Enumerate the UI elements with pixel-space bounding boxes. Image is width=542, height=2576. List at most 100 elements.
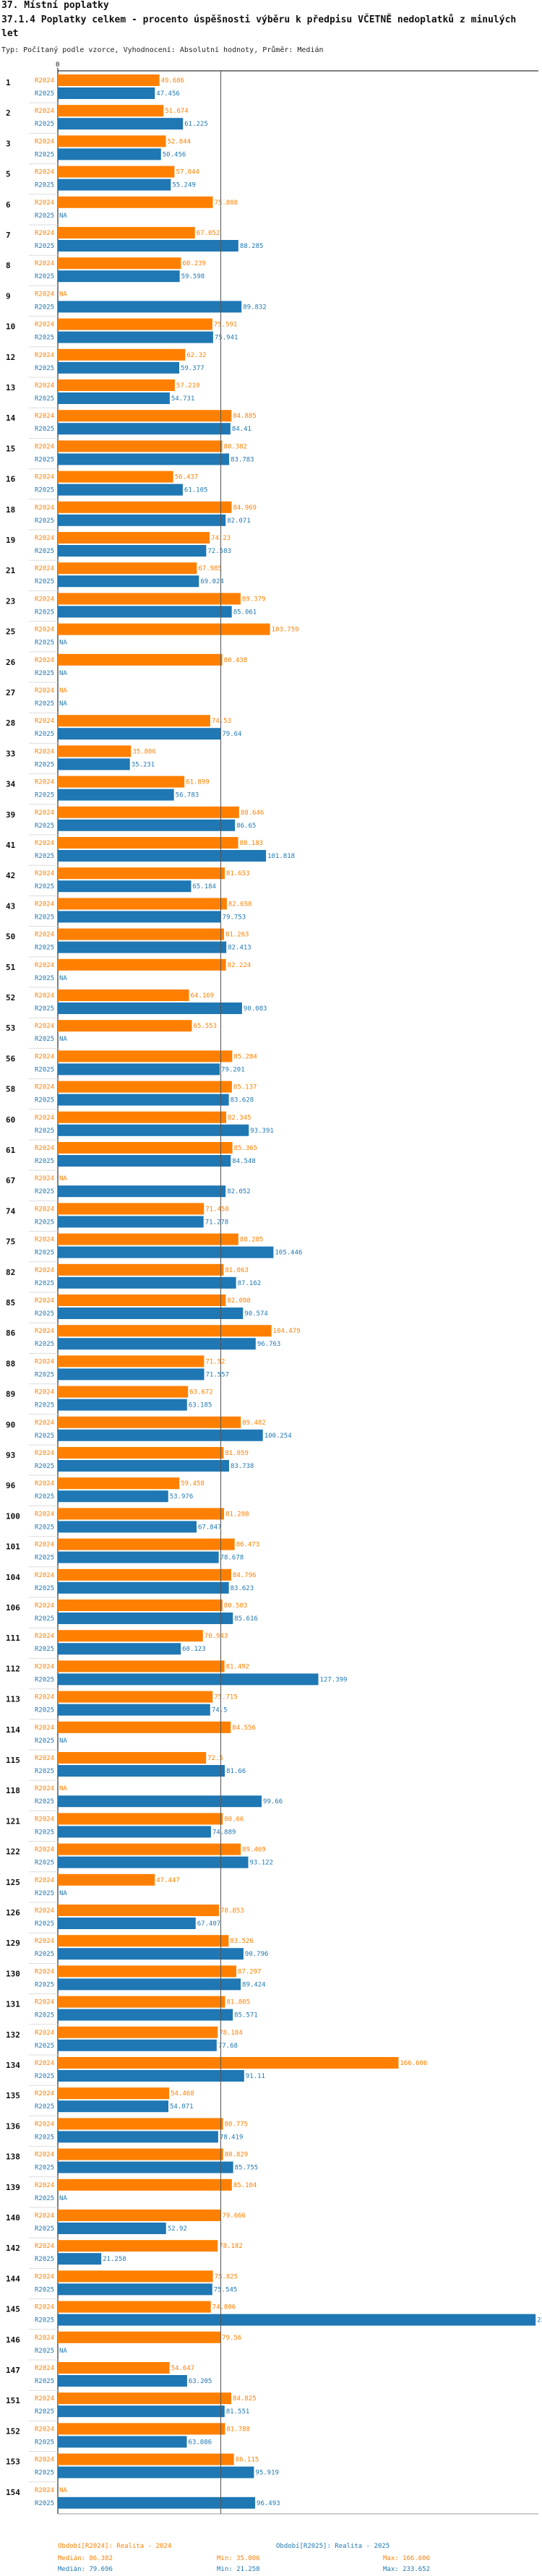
category-label: 53 xyxy=(6,1023,15,1033)
series-label-2025: R2025 xyxy=(35,2348,54,2355)
category-label: 118 xyxy=(6,1786,20,1795)
bar-2025 xyxy=(58,575,199,588)
bar-2025 xyxy=(58,941,227,953)
data-label-2024: 82.658 xyxy=(228,901,252,908)
data-label-2024: 57.044 xyxy=(176,169,199,176)
bar-2025 xyxy=(58,179,171,191)
na-label-2025: NA xyxy=(59,212,67,220)
bar-2025 xyxy=(58,1521,197,1533)
series-label-2024: R2024 xyxy=(35,1938,54,1945)
legend-2025: Období[R2025]: Realita - 2025 xyxy=(276,2543,390,2550)
series-label-2024: R2024 xyxy=(35,2426,54,2433)
bar-2025 xyxy=(58,118,184,130)
series-label-2025: R2025 xyxy=(35,2470,54,2477)
category-label: 60 xyxy=(6,1115,15,1125)
category-label: 14 xyxy=(6,413,16,423)
category-label: 132 xyxy=(6,2030,20,2040)
series-label-2025: R2025 xyxy=(35,975,54,982)
bar-2024 xyxy=(58,837,238,849)
series-label-2024: R2024 xyxy=(35,748,54,755)
bar-2025 xyxy=(58,301,242,313)
data-label-2025: 91.11 xyxy=(246,2073,265,2080)
series-label-2024: R2024 xyxy=(35,169,54,176)
series-label-2024: R2024 xyxy=(35,1175,54,1182)
data-label-2025: 67.407 xyxy=(197,1920,221,1928)
data-label-2025: 63.205 xyxy=(189,2378,212,2385)
series-label-2024: R2024 xyxy=(35,108,54,115)
data-label-2025: 85.061 xyxy=(233,609,257,616)
data-label-2025: 63.185 xyxy=(189,1402,212,1409)
series-label-2025: R2025 xyxy=(35,1219,54,1226)
bar-2024 xyxy=(58,1233,238,1245)
category-label: 2 xyxy=(6,108,11,118)
data-label-2024: 47.447 xyxy=(156,1877,180,1884)
series-label-2024: R2024 xyxy=(35,1297,54,1305)
na-label-2025: NA xyxy=(59,1036,67,1043)
series-label-2025: R2025 xyxy=(35,1860,54,1867)
series-label-2024: R2024 xyxy=(35,1725,54,1732)
series-label-2024: R2024 xyxy=(35,322,54,329)
series-label-2025: R2025 xyxy=(35,945,54,952)
series-label-2025: R2025 xyxy=(35,243,54,250)
bar-2025 xyxy=(58,2436,187,2448)
bar-2025 xyxy=(58,1276,236,1289)
series-label-2024: R2024 xyxy=(35,1785,54,1793)
data-label-2024: 67.052 xyxy=(197,230,220,237)
series-label-2025: R2025 xyxy=(35,2439,54,2446)
data-label-2024: 80.382 xyxy=(223,443,247,450)
bar-2024 xyxy=(58,501,232,513)
series-label-2025: R2025 xyxy=(35,2378,54,2385)
data-label-2025: 54.071 xyxy=(170,2103,194,2111)
data-label-2024: 71.52 xyxy=(205,1358,225,1365)
series-label-2024: R2024 xyxy=(35,1115,54,1122)
bar-2025 xyxy=(58,87,155,99)
series-label-2024: R2024 xyxy=(35,1847,54,1854)
bar-2025 xyxy=(58,1490,168,1503)
bar-2025 xyxy=(58,2039,217,2051)
bar-2024 xyxy=(58,2331,221,2343)
series-label-2024: R2024 xyxy=(35,962,54,969)
data-label-2024: 78.184 xyxy=(219,2030,243,2037)
series-label-2024: R2024 xyxy=(35,1877,54,1884)
series-label-2025: R2025 xyxy=(35,1188,54,1195)
category-label: 28 xyxy=(6,718,15,728)
bar-2024 xyxy=(58,1568,231,1581)
series-label-2025: R2025 xyxy=(35,2043,54,2050)
data-label-2024: 59.458 xyxy=(181,1480,205,1487)
series-label-2025: R2025 xyxy=(35,1555,54,1562)
bar-2024 xyxy=(58,1660,225,1673)
bar-2024 xyxy=(58,1965,237,1978)
bar-2025 xyxy=(58,1613,233,1624)
data-label-2024: 80.503 xyxy=(224,1602,248,1610)
data-label-2025: 85.755 xyxy=(235,2165,259,2172)
category-label: 21 xyxy=(6,566,16,575)
series-label-2024: R2024 xyxy=(35,2395,54,2403)
category-label: 131 xyxy=(6,2000,20,2009)
series-label-2024: R2024 xyxy=(35,657,54,664)
series-label-2025: R2025 xyxy=(35,1036,54,1043)
category-label: 88 xyxy=(6,1359,15,1368)
bar-2025 xyxy=(58,2314,536,2326)
series-label-2024: R2024 xyxy=(35,2365,54,2372)
data-label-2025: 90.796 xyxy=(245,1951,269,1958)
bar-2024 xyxy=(58,958,226,971)
data-label-2024: 166.606 xyxy=(400,2060,427,2067)
bar-2025 xyxy=(58,1429,263,1441)
bar-2024 xyxy=(58,1050,233,1062)
min-2025: Min: 21.258 xyxy=(217,2566,260,2573)
series-label-2025: R2025 xyxy=(35,1371,54,1378)
bar-2024 xyxy=(58,867,225,880)
series-label-2025: R2025 xyxy=(35,335,54,342)
bar-2024 xyxy=(58,1873,155,1886)
category-label: 7 xyxy=(6,231,11,240)
series-label-2024: R2024 xyxy=(35,1023,54,1030)
na-label-2025: NA xyxy=(59,2195,67,2202)
series-label-2024: R2024 xyxy=(35,474,54,481)
bar-2024 xyxy=(58,318,212,330)
series-label-2025: R2025 xyxy=(35,670,54,677)
category-label: 140 xyxy=(6,2213,20,2223)
bar-2024 xyxy=(58,410,232,422)
na-label-2025: NA xyxy=(59,700,67,708)
series-label-2025: R2025 xyxy=(35,2317,54,2324)
